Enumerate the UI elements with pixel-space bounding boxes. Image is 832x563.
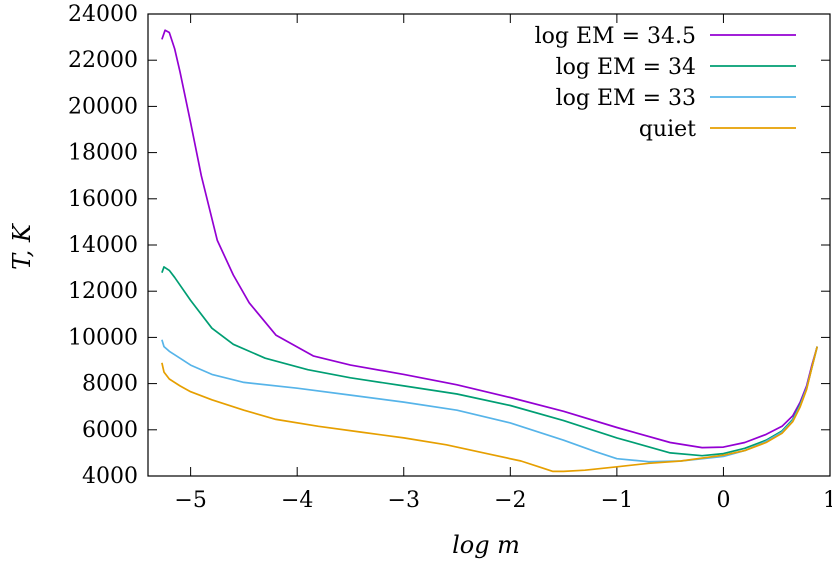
- y-tick-label: 4000: [82, 464, 138, 489]
- y-tick-label: 20000: [68, 94, 138, 119]
- series-line-1: [161, 29, 819, 449]
- y-tick-label: 22000: [68, 48, 138, 73]
- legend-label-2: log EM = 34: [556, 55, 696, 80]
- y-tick-label: 18000: [68, 141, 138, 166]
- series-lines: [161, 29, 819, 473]
- x-tick-label: 1: [823, 488, 832, 513]
- y-tick-label: 8000: [82, 372, 138, 397]
- x-tick-label: −2: [494, 488, 526, 513]
- legend-label-3: log EM = 33: [556, 86, 696, 111]
- x-tick-label: −4: [281, 488, 313, 513]
- x-tick-label: 0: [716, 488, 730, 513]
- y-tick-label: 14000: [68, 233, 138, 258]
- series-line-4: [161, 346, 819, 473]
- y-tick-label: 6000: [82, 418, 138, 443]
- x-tick-label: −3: [388, 488, 420, 513]
- plot-frame: [147, 13, 831, 477]
- y-tick-label: 12000: [68, 279, 138, 304]
- axes: −5 −4 −3 −2 −1 0 14000600080001000012000140001…: [68, 2, 832, 513]
- legend-label-1: log EM = 34.5: [535, 24, 696, 49]
- y-tick-label: 24000: [68, 2, 138, 27]
- series-line-2: [161, 266, 819, 457]
- y-tick-label: 10000: [68, 325, 138, 350]
- x-tick-label: −1: [601, 488, 633, 513]
- x-axis-title: log m: [452, 531, 520, 559]
- legend: log EM = 34.5 log EM = 34 log EM = 33 quiet: [535, 24, 796, 142]
- x-tick-label: −5: [174, 488, 206, 513]
- y-axis-title: T, K: [8, 222, 36, 270]
- y-tick-label: 16000: [68, 187, 138, 212]
- legend-label-4: quiet: [639, 117, 696, 142]
